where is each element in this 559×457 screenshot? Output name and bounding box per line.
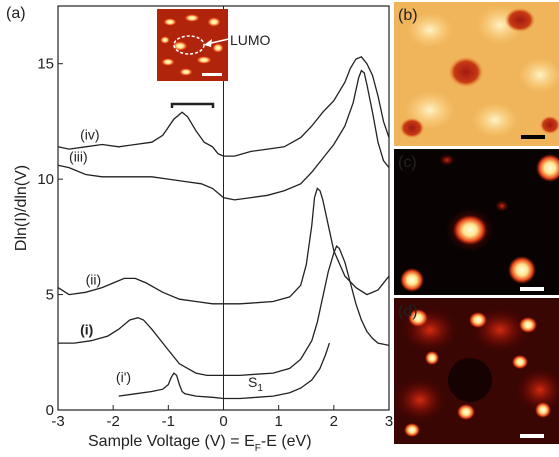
inset-image [157, 9, 228, 81]
y-tick-label: 10 [37, 171, 54, 188]
x-tick-label: 2 [330, 413, 338, 430]
x-tick-label: 3 [385, 413, 393, 430]
x-axis-ticks: -3 -2 -1 0 1 2 3 [51, 405, 393, 430]
panel-c-scale-bar [520, 287, 544, 291]
x-tick-label: -2 [106, 413, 119, 430]
spectrum-line [118, 342, 331, 400]
spectrum-line [57, 56, 390, 157]
x-tick-label: 0 [219, 413, 227, 430]
x-axis-title: Sample Voltage (V) = EF-E (eV) [88, 433, 312, 454]
spectrum-line [58, 245, 390, 377]
x-tick-label: -1 [162, 413, 175, 430]
panel-d: (d) [394, 298, 559, 444]
panel-b: (b) [394, 2, 559, 146]
y-tick-label: 5 [46, 287, 54, 304]
spectra-curves [57, 56, 390, 400]
panel-d-label: (d) [398, 303, 418, 320]
series-label: (iii) [69, 149, 88, 165]
y-tick-label: 15 [37, 56, 54, 73]
panel-d-scale-bar [520, 434, 544, 438]
y-axis-ticks: 0 5 10 15 [37, 56, 63, 419]
y-tick-label: 0 [46, 402, 54, 419]
series-label: (iv) [80, 127, 99, 143]
panel-b-label: (b) [398, 7, 418, 24]
series-label: (i) [80, 321, 93, 337]
spectrum-line [57, 187, 390, 305]
panel-c-label: (c) [398, 154, 417, 171]
spectrum-line [57, 69, 390, 201]
panel-a-label: (a) [6, 5, 26, 22]
lumo-label: LUMO [230, 32, 271, 48]
series-label: (i') [116, 369, 131, 385]
x-tick-label: -3 [51, 413, 64, 430]
s1-label: S1 [248, 374, 263, 394]
panel-c: (c) [394, 149, 559, 295]
inset-scale-bar [202, 73, 222, 76]
series-label: (ii) [86, 271, 102, 287]
peak-bracket [170, 102, 215, 108]
curve-labels: (i') (i) (ii) (iii) (iv) [69, 127, 131, 386]
y-axis-title: Dln(I)/dln(V) [13, 165, 30, 251]
panel-b-scale-bar [521, 135, 545, 139]
x-tick-label: 1 [274, 413, 282, 430]
